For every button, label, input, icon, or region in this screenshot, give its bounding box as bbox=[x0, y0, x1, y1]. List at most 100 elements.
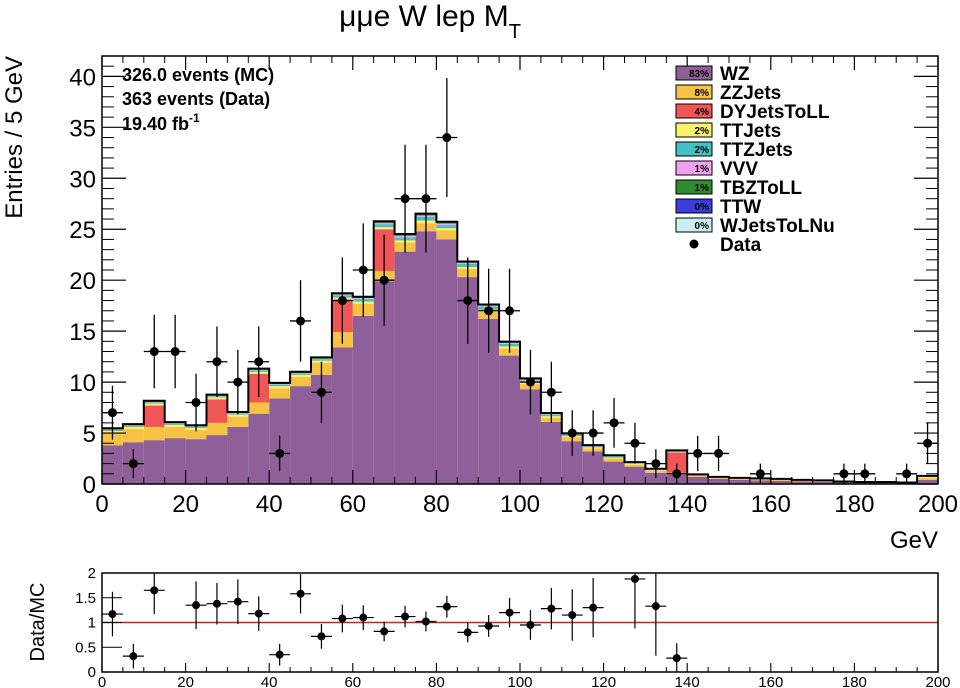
bar-zzjets-29 bbox=[708, 477, 729, 479]
legend-swatch-dyjetstoll bbox=[675, 103, 713, 119]
main-x-tick-label-80: 80 bbox=[423, 491, 450, 518]
ratio-x-tick-label-100: 100 bbox=[507, 674, 532, 688]
legend-swatch-vvv bbox=[675, 160, 713, 176]
info-luminosity-exponent: -1 bbox=[189, 111, 200, 125]
legend-percent-ttw: 0% bbox=[695, 202, 710, 213]
bar-wz-28 bbox=[687, 476, 709, 484]
main-x-axis: 0 20 40 60 80 100 120 140 160 180 200 bbox=[95, 56, 958, 518]
legend-label-zzjets: ZZJets bbox=[720, 83, 781, 104]
bar-zzjets-16 bbox=[436, 230, 458, 240]
bar-wz-10 bbox=[311, 374, 332, 484]
bar-wz-18 bbox=[478, 318, 500, 484]
bar-zzjets-30 bbox=[729, 478, 750, 480]
bar-wz-20 bbox=[520, 389, 541, 484]
data-point-13 bbox=[379, 275, 389, 285]
bar-wz-25 bbox=[624, 466, 646, 484]
bar-wz-3 bbox=[164, 438, 186, 484]
bar-ttzjets-8 bbox=[269, 384, 291, 387]
data-point-15 bbox=[421, 194, 431, 204]
data-point-6 bbox=[233, 377, 243, 387]
info-luminosity-value: 19.40 fb bbox=[122, 114, 189, 134]
bar-wz-7 bbox=[248, 413, 270, 484]
y-axis-label: Entries / 5 GeV bbox=[1, 56, 28, 219]
ratio-point-3 bbox=[192, 601, 201, 610]
main-x-tick-label-100: 100 bbox=[500, 491, 540, 518]
legend-label-wz: WZ bbox=[720, 64, 750, 85]
main-y-axis: 0 5 10 15 20 25 30 35 40 bbox=[69, 55, 938, 499]
bar-dyjetstoll-2 bbox=[143, 405, 165, 427]
data-point-10 bbox=[316, 387, 326, 397]
ratio-point-5 bbox=[233, 597, 242, 606]
bar-zzjets-1 bbox=[122, 428, 144, 443]
bar-wz-15 bbox=[415, 231, 437, 484]
main-x-tick-label-20: 20 bbox=[172, 491, 199, 518]
bar-wz-23 bbox=[582, 451, 604, 484]
bar-wz-39 bbox=[917, 479, 938, 484]
bar-vvv-3 bbox=[164, 423, 186, 424]
data-point-23 bbox=[588, 428, 598, 438]
main-y-tick-label-20: 20 bbox=[69, 268, 96, 295]
bar-zzjets-39 bbox=[917, 477, 938, 480]
data-point-28 bbox=[693, 448, 703, 458]
ratio-y-tick-label-3: 1.5 bbox=[75, 590, 96, 607]
ratio-x-tick-label-40: 40 bbox=[261, 674, 278, 688]
bar-ttjets-16 bbox=[436, 228, 458, 231]
main-x-tick-label-180: 180 bbox=[834, 491, 874, 518]
bar-ttzjets-16 bbox=[436, 225, 458, 229]
bar-wz-2 bbox=[143, 440, 165, 484]
bar-dyjetstoll-5 bbox=[206, 399, 228, 423]
bar-ttjets-8 bbox=[269, 386, 291, 389]
bar-wz-5 bbox=[206, 435, 228, 484]
data-point-14 bbox=[400, 194, 410, 204]
ratio-point-0 bbox=[108, 610, 117, 619]
bar-vvv-1 bbox=[122, 425, 144, 426]
bar-ttzjets-13 bbox=[373, 224, 395, 228]
ratio-y-tick-label-0: 0 bbox=[88, 664, 96, 681]
main-y-tick-label-5: 5 bbox=[83, 421, 96, 448]
ratio-x-tick-label-180: 180 bbox=[842, 674, 867, 688]
bar-wz-9 bbox=[290, 386, 311, 484]
ratio-point-17 bbox=[484, 621, 493, 630]
bar-wz-0 bbox=[102, 445, 123, 484]
bar-ttjets-27 bbox=[666, 451, 688, 453]
chart-title: μμe W lep MT bbox=[339, 0, 521, 43]
main-y-tick-label-40: 40 bbox=[69, 64, 96, 91]
bar-zzjets-34 bbox=[812, 481, 834, 482]
legend-percent-ttjets: 2% bbox=[695, 126, 710, 137]
legend-label-data: Data bbox=[720, 235, 762, 256]
bar-ttjets-3 bbox=[164, 424, 186, 427]
bar-wz-37 bbox=[875, 482, 897, 484]
ratio-x-tick-label-20: 20 bbox=[177, 674, 194, 688]
main-y-tick-label-30: 30 bbox=[69, 166, 96, 193]
legend-swatch-wz bbox=[675, 65, 713, 81]
bar-zzjets-28 bbox=[687, 475, 709, 477]
data-point-31 bbox=[839, 469, 849, 479]
bar-zzjets-25 bbox=[624, 464, 646, 467]
legend-percent-ttzjets: 2% bbox=[695, 145, 710, 156]
ratio-point-13 bbox=[401, 612, 410, 621]
bar-zzjets-8 bbox=[269, 388, 291, 399]
legend-label-tbztoll: TBZToLL bbox=[720, 178, 802, 199]
bar-ttjets-2 bbox=[143, 403, 165, 406]
data-point-12 bbox=[358, 265, 368, 275]
bar-wz-24 bbox=[603, 461, 625, 484]
bar-wz-16 bbox=[436, 239, 458, 484]
ratio-point-21 bbox=[568, 611, 577, 620]
bar-ttzjets-10 bbox=[311, 359, 332, 361]
bar-wz-14 bbox=[394, 251, 416, 484]
legend-label-vvv: VVV bbox=[720, 159, 758, 180]
main-x-tick-label-40: 40 bbox=[256, 491, 283, 518]
bar-zzjets-3 bbox=[164, 426, 186, 439]
legend-percent-tbztoll: 1% bbox=[695, 183, 710, 194]
data-point-4 bbox=[191, 397, 201, 407]
bar-wz-26 bbox=[645, 472, 667, 484]
bar-zzjets-2 bbox=[143, 426, 165, 441]
ratio-point-4 bbox=[212, 599, 221, 608]
data-point-32 bbox=[860, 469, 870, 479]
bar-vvv-13 bbox=[373, 223, 395, 225]
bar-wz-11 bbox=[331, 347, 353, 484]
legend-swatch-ttzjets bbox=[675, 141, 713, 157]
bar-ttzjets-2 bbox=[143, 402, 165, 404]
bar-wz-22 bbox=[561, 441, 583, 484]
